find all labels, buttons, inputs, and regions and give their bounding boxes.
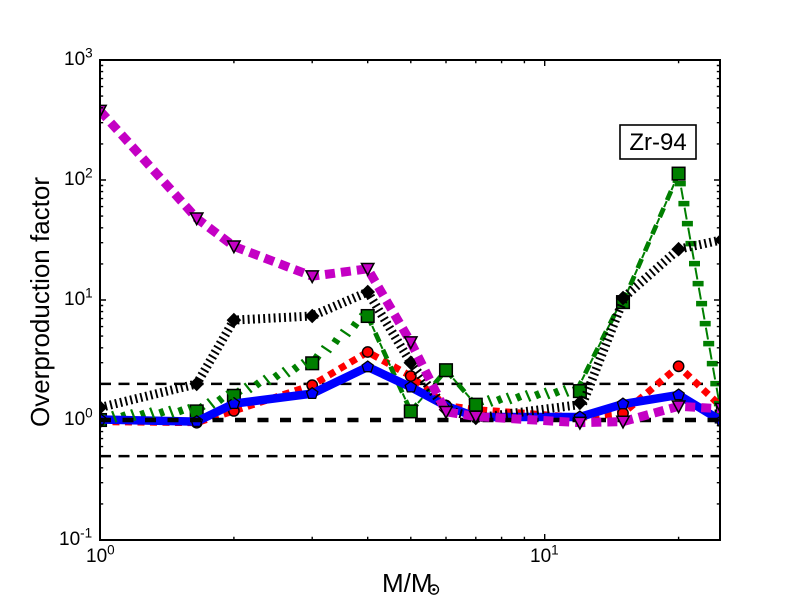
svg-text:M/M: M/M bbox=[382, 568, 433, 598]
svg-text:Overproduction factor: Overproduction factor bbox=[25, 177, 55, 427]
svg-text:Zr-94: Zr-94 bbox=[629, 129, 686, 156]
